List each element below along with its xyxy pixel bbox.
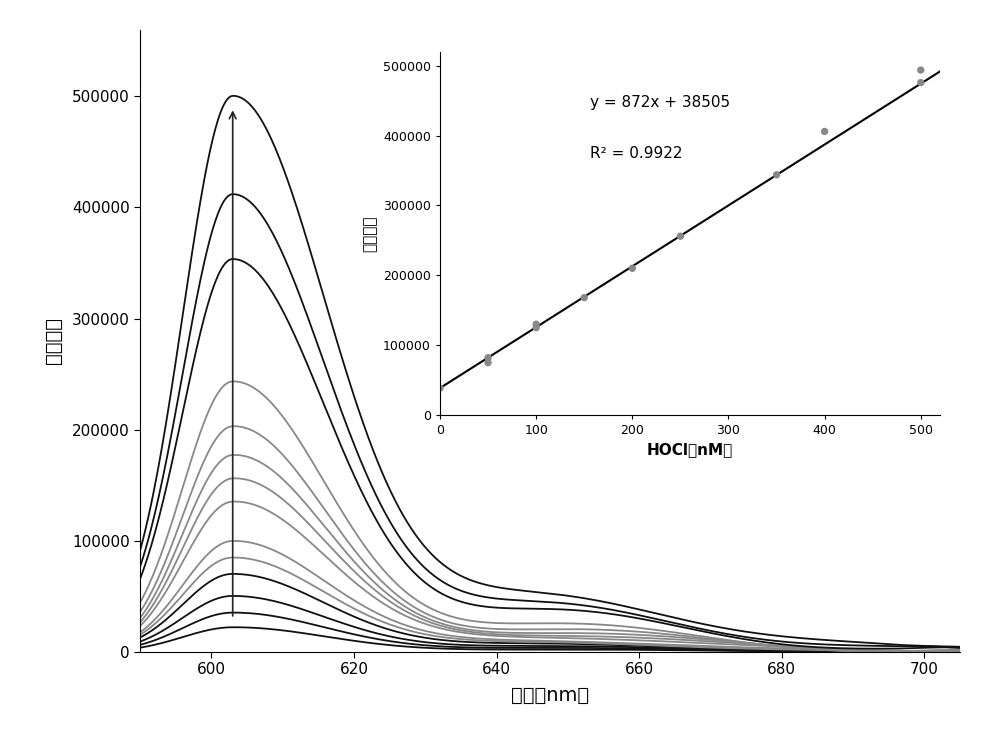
Point xyxy=(913,64,929,76)
Y-axis label: 荧光强度: 荧光强度 xyxy=(44,317,63,365)
Point xyxy=(624,262,640,274)
Point xyxy=(432,382,448,394)
Text: y = 872x + 38505: y = 872x + 38505 xyxy=(590,96,730,110)
Point xyxy=(769,169,785,181)
Point xyxy=(817,125,833,137)
Y-axis label: 荧光强度: 荧光强度 xyxy=(362,215,377,252)
Point xyxy=(528,322,544,333)
Point xyxy=(528,319,544,330)
X-axis label: 波长（nm）: 波长（nm） xyxy=(511,686,589,705)
X-axis label: HOCl（nM）: HOCl（nM） xyxy=(647,442,733,457)
Point xyxy=(672,230,688,242)
Point xyxy=(576,292,592,304)
Point xyxy=(913,76,929,88)
Point xyxy=(480,356,496,368)
Point xyxy=(480,352,496,364)
Text: R² = 0.9922: R² = 0.9922 xyxy=(590,146,682,162)
